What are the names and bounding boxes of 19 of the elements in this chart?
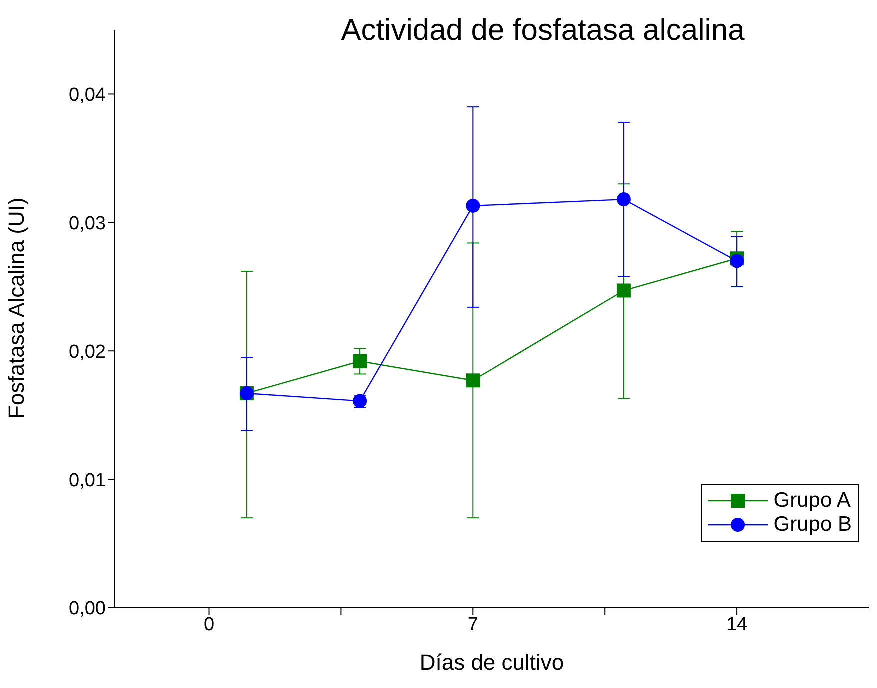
point <box>466 198 480 213</box>
y-tick-label: 0,01 <box>69 470 106 492</box>
y-tick-label: 0,00 <box>69 598 106 620</box>
chart-title: Actividad de fosfatasa alcalina <box>340 14 746 48</box>
point <box>353 354 368 368</box>
point <box>730 254 744 268</box>
y-tick-label: 0,04 <box>69 84 106 106</box>
y-axis-title: Fosfatasa Alcalina (UI) <box>4 198 29 419</box>
point <box>616 192 631 207</box>
x-axis-title: Días de cultivo <box>420 650 564 675</box>
point <box>616 284 631 298</box>
point <box>466 374 480 388</box>
y-tick-label: 0,03 <box>69 213 106 234</box>
legend-label: Grupo A <box>774 489 851 513</box>
legend-label: Grupo B <box>774 513 852 537</box>
x-tick-label: 7 <box>468 614 478 636</box>
y-tick-label: 0,02 <box>69 342 106 363</box>
x-tick-label: 0 <box>204 614 215 636</box>
x-tick-label: 14 <box>726 614 748 636</box>
